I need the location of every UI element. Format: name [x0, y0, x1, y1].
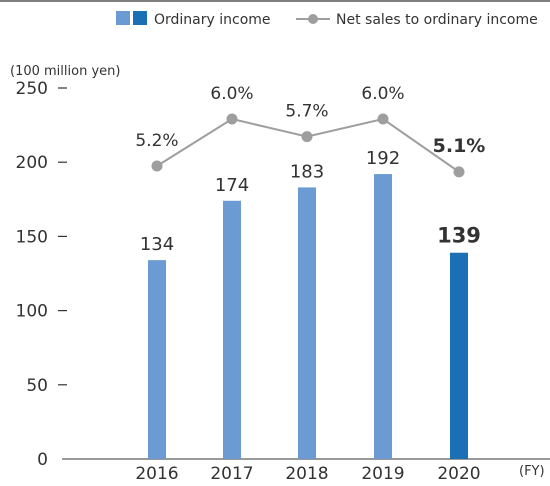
bar-label-2018: 183 [290, 161, 324, 182]
x-tick-label-2018: 2018 [285, 464, 328, 484]
y-tick-label-200: 200 [16, 153, 48, 173]
line-label-2018: 5.7% [285, 102, 328, 122]
x-tick-label-2017: 2017 [210, 464, 253, 484]
bar-2017 [223, 200, 241, 459]
legend: Ordinary income Net sales to ordinary in… [116, 11, 538, 28]
y-tick-label-250: 250 [16, 79, 48, 99]
x-tick-label-2016: 2016 [135, 464, 178, 484]
legend-label-line: Net sales to ordinary income [336, 12, 538, 28]
line-point-2019 [377, 113, 389, 125]
legend-label-bars: Ordinary income [154, 12, 271, 28]
bar-2018 [298, 187, 316, 460]
x-tick-label-2020: 2020 [437, 464, 480, 484]
line-label-2020: 5.1% [433, 135, 486, 157]
bar-label-2017: 174 [215, 175, 249, 196]
line-label-2019: 6.0% [361, 84, 404, 104]
line-point-2020 [453, 166, 465, 178]
y-tick-label-0: 0 [37, 450, 48, 470]
bar-label-2016: 134 [140, 234, 174, 255]
bar-2016 [148, 260, 166, 459]
y-axis-unit: (100 million yen) [10, 64, 120, 79]
bar-series [148, 174, 468, 460]
bar-label-2019: 192 [366, 148, 400, 169]
legend-swatch-light [116, 11, 130, 25]
y-tick-label-100: 100 [16, 302, 48, 322]
line-label-2017: 6.0% [210, 84, 253, 104]
x-axis-unit: (FY) [519, 464, 545, 479]
line-series [151, 113, 465, 178]
x-tick-label-2019: 2019 [361, 464, 404, 484]
y-tick-label-150: 150 [16, 227, 48, 247]
bar-value-labels: 134 174 183 192 139 [140, 148, 481, 255]
line-value-labels: 5.2% 6.0% 5.7% 6.0% 5.1% [135, 84, 485, 157]
legend-swatch-dark [133, 11, 147, 25]
line-point-2016 [151, 160, 163, 172]
bar-2020 [450, 252, 468, 459]
x-axis: 2016 2017 2018 2019 2020 [135, 464, 480, 484]
legend-line-marker-dot [308, 14, 318, 24]
y-axis: 0 50 100 150 200 250 [16, 79, 67, 470]
line-point-2018 [301, 131, 313, 143]
bar-label-2020: 139 [437, 224, 481, 248]
line-label-2016: 5.2% [135, 131, 178, 151]
y-tick-label-50: 50 [26, 376, 48, 396]
line-point-2017 [226, 113, 238, 125]
bar-2019 [374, 174, 392, 459]
